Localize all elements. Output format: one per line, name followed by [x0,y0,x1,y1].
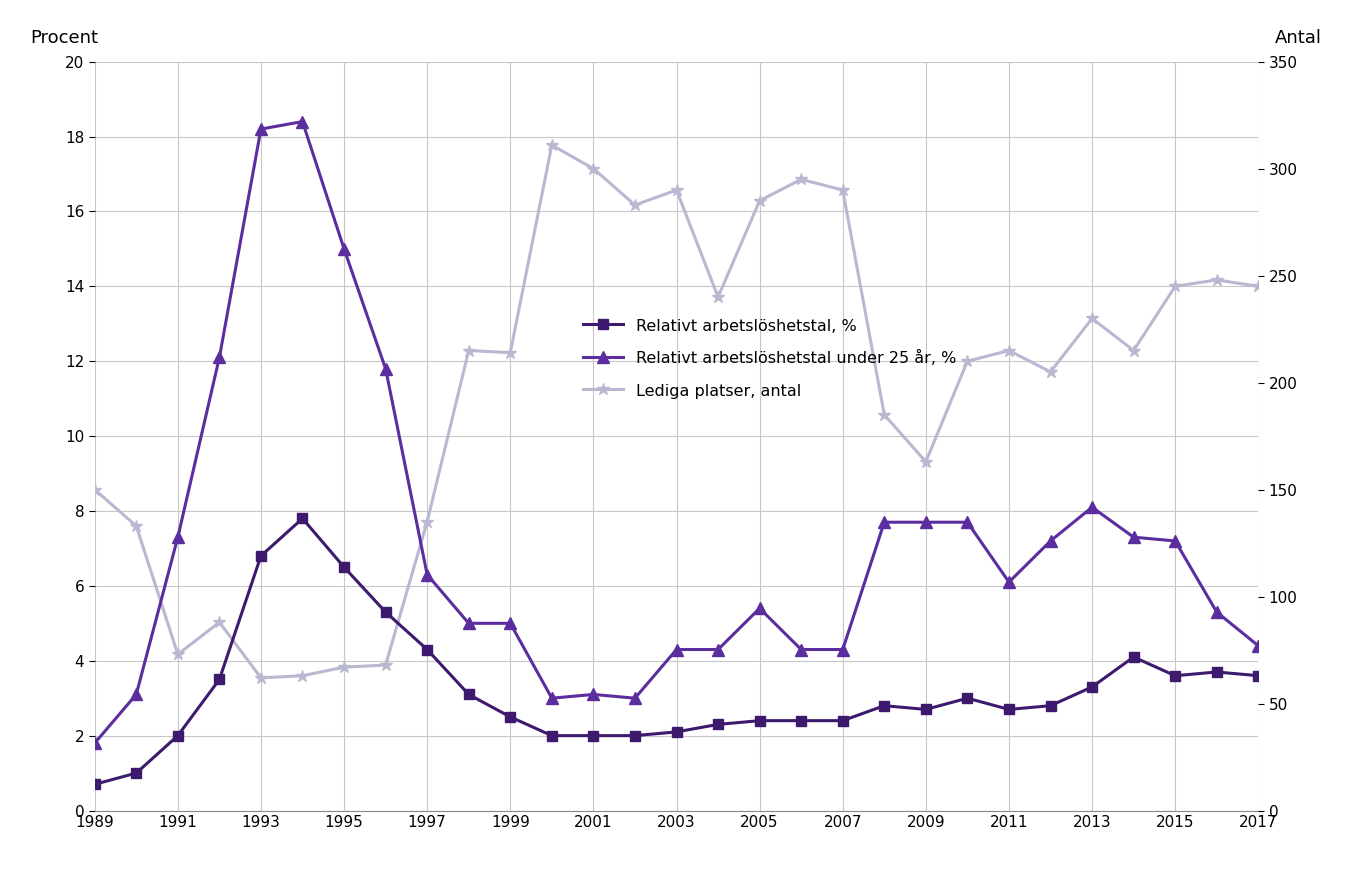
Relativt arbetslöshetstal under 25 år, % [87,738,103,749]
Relativt arbetslöshetstal under 25 år, % [1001,577,1017,588]
Lediga platser, antal [544,140,560,151]
Relativt arbetslöshetstal, % [460,689,476,700]
Relativt arbetslöshetstal, % [377,607,394,618]
Relativt arbetslöshetstal under 25 år, % [502,618,518,629]
Relativt arbetslöshetstal, % [626,730,643,741]
Lediga platser, antal [586,163,602,174]
Relativt arbetslöshetstal under 25 år, % [959,517,976,528]
Lediga platser, antal [917,456,934,467]
Lediga platser, antal [835,185,851,196]
Relativt arbetslöshetstal, % [87,779,103,789]
Lediga platser, antal [1001,345,1017,356]
Line: Relativt arbetslöshetstal under 25 år, %: Relativt arbetslöshetstal under 25 år, % [89,116,1264,749]
Relativt arbetslöshetstal, % [1250,670,1266,681]
Relativt arbetslöshetstal, % [959,692,976,703]
Relativt arbetslöshetstal, % [917,704,934,714]
Relativt arbetslöshetstal, % [295,513,311,523]
Relativt arbetslöshetstal under 25 år, % [336,243,352,254]
Relativt arbetslöshetstal, % [1126,652,1142,663]
Lediga platser, antal [959,356,976,366]
Line: Relativt arbetslöshetstal, %: Relativt arbetslöshetstal, % [89,514,1264,789]
Relativt arbetslöshetstal under 25 år, % [419,569,436,580]
Relativt arbetslöshetstal under 25 år, % [253,123,269,134]
Relativt arbetslöshetstal, % [835,715,851,726]
Lediga platser, antal [1168,281,1184,292]
Text: Procent: Procent [31,29,99,47]
Line: Lediga platser, antal: Lediga platser, antal [88,139,1265,685]
Lediga platser, antal [1208,275,1224,285]
Relativt arbetslöshetstal, % [668,727,685,737]
Relativt arbetslöshetstal under 25 år, % [1250,640,1266,651]
Relativt arbetslöshetstal, % [1168,670,1184,681]
Relativt arbetslöshetstal, % [1084,682,1100,692]
Relativt arbetslöshetstal under 25 år, % [835,644,851,655]
Lediga platser, antal [295,670,311,681]
Relativt arbetslöshetstal, % [253,551,269,561]
Relativt arbetslöshetstal, % [502,712,518,722]
Relativt arbetslöshetstal under 25 år, % [460,618,476,629]
Lediga platser, antal [377,660,394,670]
Relativt arbetslöshetstal under 25 år, % [751,603,767,613]
Lediga platser, antal [1126,345,1142,356]
Relativt arbetslöshetstal under 25 år, % [1084,502,1100,513]
Lediga platser, antal [626,200,643,211]
Relativt arbetslöshetstal, % [1208,667,1224,677]
Relativt arbetslöshetstal under 25 år, % [710,644,727,655]
Relativt arbetslöshetstal under 25 år, % [129,689,145,700]
Relativt arbetslöshetstal, % [586,730,602,741]
Relativt arbetslöshetstal, % [336,562,352,573]
Lediga platser, antal [253,672,269,683]
Lediga platser, antal [1250,281,1266,292]
Relativt arbetslöshetstal, % [793,715,809,726]
Legend: Relativt arbetslöshetstal, %, Relativt arbetslöshetstal under 25 år, %, Lediga p: Relativt arbetslöshetstal, %, Relativt a… [575,309,965,407]
Lediga platser, antal [1042,366,1058,377]
Relativt arbetslöshetstal under 25 år, % [626,692,643,703]
Relativt arbetslöshetstal under 25 år, % [377,363,394,374]
Relativt arbetslöshetstal, % [169,730,185,741]
Lediga platser, antal [169,649,185,660]
Relativt arbetslöshetstal under 25 år, % [1126,532,1142,543]
Lediga platser, antal [129,521,145,531]
Relativt arbetslöshetstal under 25 år, % [586,689,602,700]
Relativt arbetslöshetstal, % [710,719,727,729]
Lediga platser, antal [710,292,727,302]
Relativt arbetslöshetstal, % [544,730,560,741]
Relativt arbetslöshetstal, % [419,644,436,655]
Lediga platser, antal [1084,313,1100,323]
Lediga platser, antal [419,516,436,527]
Relativt arbetslöshetstal under 25 år, % [917,517,934,528]
Lediga platser, antal [668,185,685,196]
Relativt arbetslöshetstal, % [1042,700,1058,711]
Lediga platser, antal [460,345,476,356]
Lediga platser, antal [502,347,518,358]
Lediga platser, antal [751,196,767,206]
Relativt arbetslöshetstal, % [211,674,227,685]
Relativt arbetslöshetstal, % [877,700,893,711]
Text: Antal: Antal [1276,29,1322,47]
Lediga platser, antal [87,485,103,495]
Relativt arbetslöshetstal under 25 år, % [1208,607,1224,618]
Relativt arbetslöshetstal under 25 år, % [668,644,685,655]
Lediga platser, antal [336,662,352,672]
Lediga platser, antal [211,617,227,627]
Relativt arbetslöshetstal under 25 år, % [877,517,893,528]
Relativt arbetslöshetstal under 25 år, % [793,644,809,655]
Relativt arbetslöshetstal under 25 år, % [169,532,185,543]
Relativt arbetslöshetstal under 25 år, % [544,692,560,703]
Relativt arbetslöshetstal, % [1001,704,1017,714]
Relativt arbetslöshetstal, % [129,768,145,779]
Relativt arbetslöshetstal, % [751,715,767,726]
Relativt arbetslöshetstal under 25 år, % [211,352,227,363]
Relativt arbetslöshetstal under 25 år, % [1168,536,1184,546]
Relativt arbetslöshetstal under 25 år, % [1042,536,1058,546]
Relativt arbetslöshetstal under 25 år, % [295,116,311,127]
Lediga platser, antal [877,410,893,420]
Lediga platser, antal [793,174,809,185]
